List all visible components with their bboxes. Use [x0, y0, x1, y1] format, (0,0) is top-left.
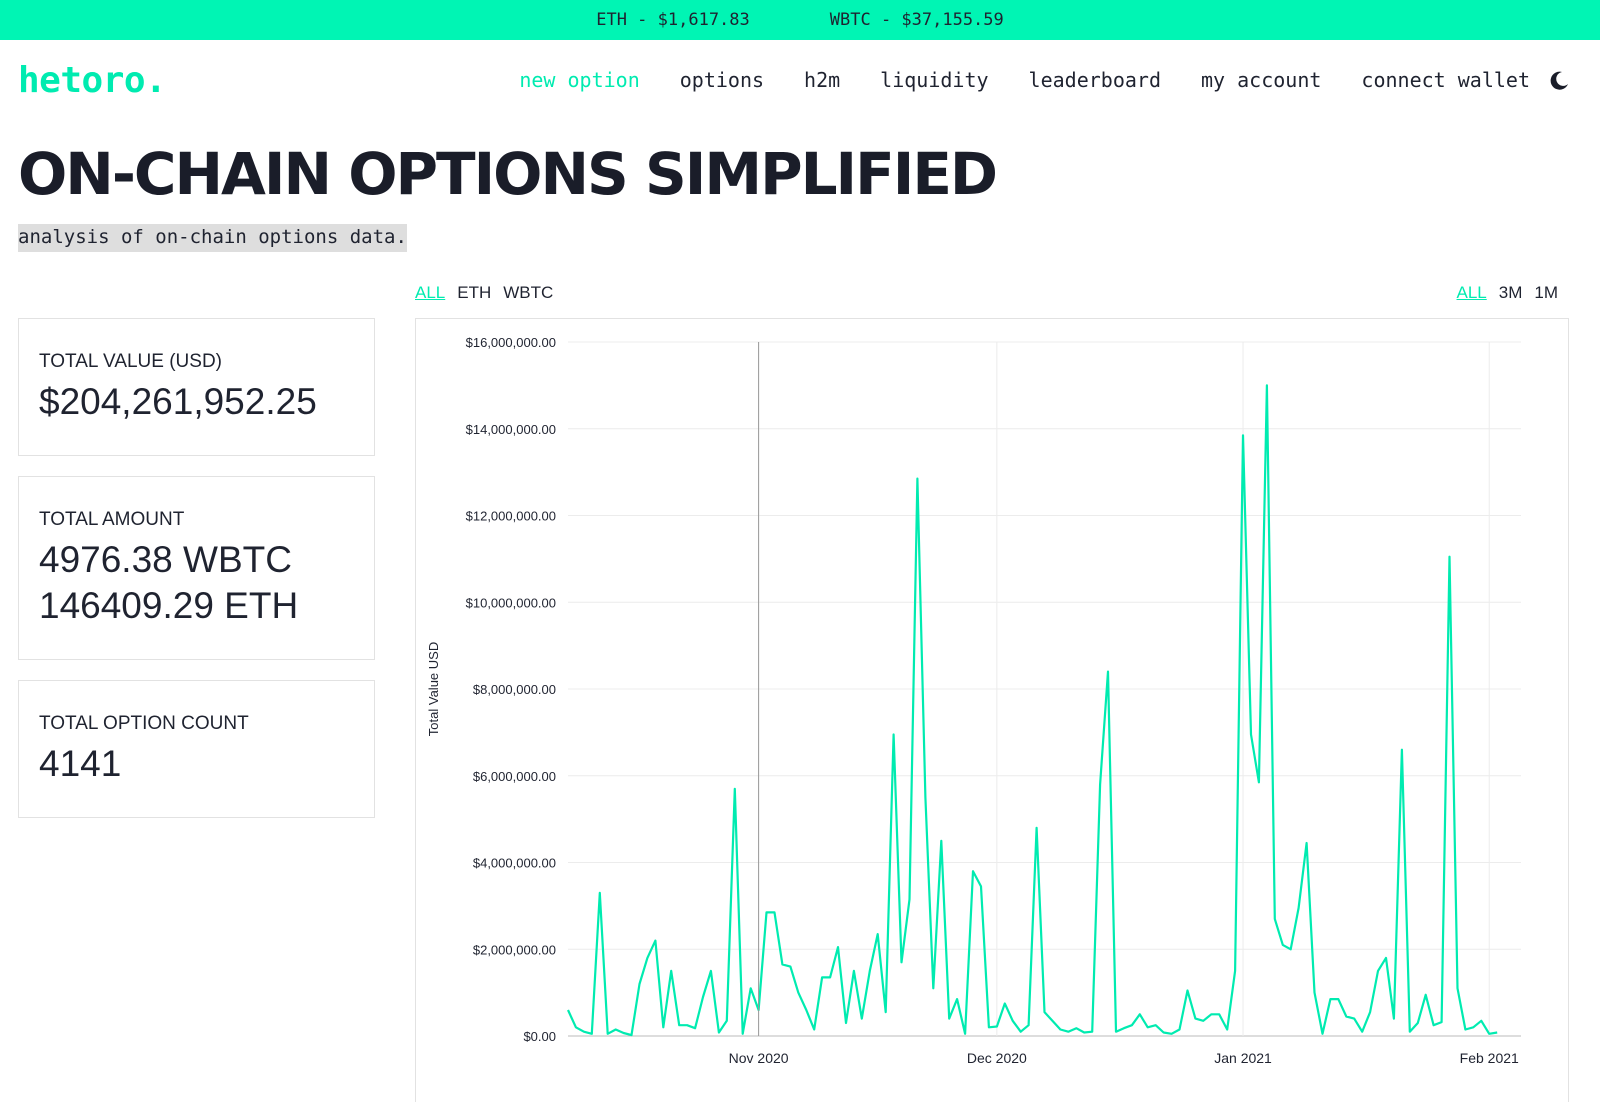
logo[interactable]: hetoro.: [18, 60, 167, 101]
asset-filter: ALL ETH WBTC: [415, 283, 553, 303]
chart-container: $0.00 $2,000,000.00 $4,000,000.00 $6,000,00…: [415, 318, 1569, 1102]
total-count-label: TOTAL OPTION COUNT: [39, 713, 249, 734]
total-amount-eth: 146409.29 ETH: [39, 585, 299, 626]
x-tick-label: Jan 2021: [1214, 1050, 1272, 1066]
y-axis-label: Total Value USD: [426, 642, 441, 736]
y-tick-label: $8,000,000.00: [473, 682, 556, 697]
y-tick-label: $6,000,000.00: [473, 769, 556, 784]
nav-h2m[interactable]: h2m: [804, 68, 841, 92]
y-tick-label: $2,000,000.00: [473, 942, 556, 957]
y-tick-label: $14,000,000.00: [466, 422, 556, 437]
total-value-label: TOTAL VALUE (USD): [39, 351, 222, 372]
page-subtitle: analysis of on-chain options data.: [18, 224, 407, 252]
y-tick-label: $0.00: [523, 1029, 556, 1044]
y-tick-label: $16,000,000.00: [466, 335, 556, 350]
eth-price: ETH - $1,617.83: [596, 10, 750, 30]
total-amount-card: TOTAL AMOUNT 4976.38 WBTC 146409.29 ETH: [18, 476, 375, 660]
series-line: [566, 384, 1498, 1037]
nav-new-option[interactable]: new option: [519, 68, 640, 92]
range-filter: ALL 3M 1M: [1457, 283, 1559, 303]
price-ticker: ETH - $1,617.83 WBTC - $37,155.59: [0, 0, 1600, 40]
asset-filter-eth[interactable]: ETH: [457, 283, 492, 302]
nav-options[interactable]: options: [679, 68, 765, 92]
y-tick-label: $4,000,000.00: [473, 856, 556, 871]
total-amount-label: TOTAL AMOUNT: [39, 509, 185, 530]
total-value-amount: $204,261,952.25: [39, 381, 317, 422]
total-amount-wbtc: 4976.38 WBTC: [39, 539, 292, 580]
x-tick-label: Dec 2020: [967, 1050, 1027, 1066]
y-tick-label: $10,000,000.00: [466, 595, 556, 610]
nav-connect-wallet[interactable]: connect wallet: [1361, 68, 1530, 92]
wbtc-price: WBTC - $37,155.59: [829, 10, 1004, 30]
page-title: ON-CHAIN OPTIONS SIMPLIFIED: [18, 140, 998, 208]
total-value-chart[interactable]: $0.00 $2,000,000.00 $4,000,000.00 $6,000,00…: [416, 319, 1570, 1102]
y-tick-label: $12,000,000.00: [466, 509, 556, 524]
range-filter-1m[interactable]: 1M: [1534, 283, 1558, 302]
top-nav: hetoro. new option options h2m liquidity…: [0, 40, 1600, 126]
range-filter-all[interactable]: ALL: [1456, 283, 1487, 302]
asset-filter-wbtc[interactable]: WBTC: [503, 283, 554, 302]
nav-links: new option options h2m liquidity leaderb…: [519, 68, 1530, 92]
x-tick-label: Nov 2020: [729, 1050, 789, 1066]
total-count-value: 4141: [39, 743, 122, 784]
total-count-card: TOTAL OPTION COUNT 4141: [18, 680, 375, 818]
nav-liquidity[interactable]: liquidity: [880, 68, 989, 92]
nav-my-account[interactable]: my account: [1201, 68, 1322, 92]
nav-leaderboard[interactable]: leaderboard: [1028, 68, 1161, 92]
total-value-card: TOTAL VALUE (USD) $204,261,952.25: [18, 318, 375, 456]
x-tick-label: Feb 2021: [1460, 1050, 1519, 1066]
range-filter-3m[interactable]: 3M: [1498, 283, 1523, 302]
moon-icon[interactable]: [1548, 70, 1570, 92]
asset-filter-all[interactable]: ALL: [415, 283, 446, 302]
